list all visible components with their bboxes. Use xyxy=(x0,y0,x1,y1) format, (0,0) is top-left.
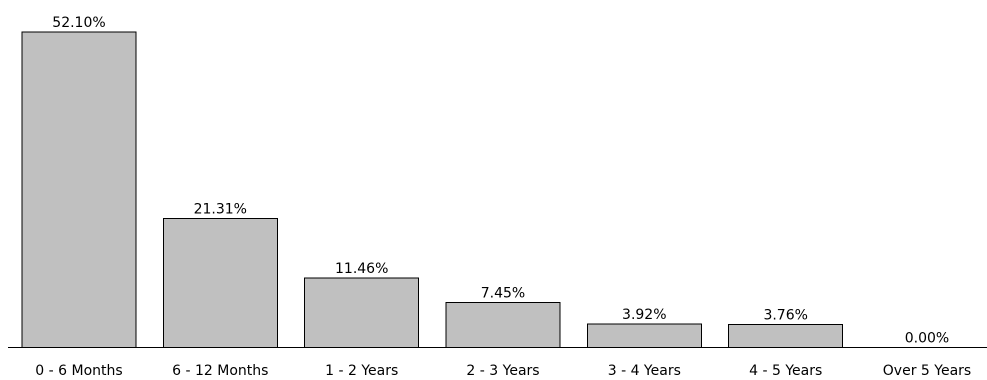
bar-5 xyxy=(728,324,844,349)
bars-group xyxy=(21,31,844,349)
data-label-4: 3.92% xyxy=(622,307,666,323)
x-tick-label-2: 1 - 2 Years xyxy=(325,363,398,379)
bar-4 xyxy=(586,323,702,348)
x-tick-label-0: 0 - 6 Months xyxy=(35,363,122,379)
bar-0 xyxy=(21,31,137,348)
x-tick-label-3: 2 - 3 Years xyxy=(466,363,539,379)
x-tick-label-6: Over 5 Years xyxy=(883,363,971,379)
data-label-6: 0.00% xyxy=(905,331,949,347)
bar-2 xyxy=(304,277,420,349)
data-label-1: 21.31% xyxy=(194,202,247,218)
x-tick-labels-group: 0 - 6 Months 6 - 12 Months 1 - 2 Years 2 - … xyxy=(35,363,971,379)
x-tick-label-1: 6 - 12 Months xyxy=(172,363,268,379)
data-label-3: 7.45% xyxy=(481,285,525,301)
data-label-0: 52.10% xyxy=(52,15,105,31)
data-labels-group: 52.10% 21.31% 11.46% 7.45% 3.92% 3.76% 0.00% xyxy=(52,15,949,347)
x-tick-label-5: 4 - 5 Years xyxy=(749,363,822,379)
data-label-2: 11.46% xyxy=(335,261,388,277)
bar-3 xyxy=(445,301,561,348)
bar-1 xyxy=(162,218,278,348)
x-tick-label-4: 3 - 4 Years xyxy=(608,363,681,379)
data-label-5: 3.76% xyxy=(763,308,807,324)
